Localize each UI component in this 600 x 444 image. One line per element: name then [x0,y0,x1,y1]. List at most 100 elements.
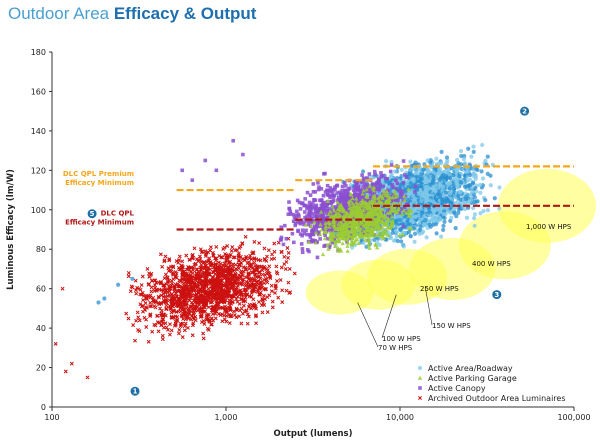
archived-point [150,329,155,334]
roadway-point [472,223,477,228]
canopy-point [332,193,336,198]
archived-point [177,278,182,283]
archived-point [169,264,174,269]
canopy-point [370,182,375,186]
archived-point [240,241,245,246]
archived-point [198,292,203,297]
canopy-point [353,185,357,189]
archived-point [186,265,191,269]
canopy-point [308,193,313,197]
roadway-point [488,183,493,188]
archived-point [169,315,174,320]
roadway-point [463,161,468,166]
archived-point [164,282,169,287]
canopy-point [287,206,291,211]
archived-point [147,271,152,276]
archived-point [269,257,274,261]
roadway-point [481,208,486,214]
canopy-point [413,190,417,194]
archived-point [239,292,243,296]
canopy-point [292,240,296,245]
archived-point [236,259,241,263]
canopy-point [300,247,305,251]
roadway-point [441,223,446,229]
archived-point [260,268,265,273]
roadway-point [394,218,399,223]
archived-point [250,282,255,287]
roadway-point [437,192,442,197]
archived-point [238,263,242,268]
roadway-point [472,195,477,200]
archived-point [141,298,146,303]
archived-point [155,314,160,319]
canopy-point [307,211,311,216]
canopy-point [311,182,316,186]
roadway-point [433,189,438,194]
archived-point [223,275,228,279]
archived-point [176,265,181,270]
archived-point [258,281,263,286]
archived-point [228,314,233,319]
roadway-point [478,190,483,195]
archived-point [283,267,288,271]
archived-point [280,300,285,305]
archived-point [201,331,206,336]
archived-point [221,283,226,288]
archived-point [258,292,263,297]
outlier-point [130,276,135,281]
archived-point [238,308,242,313]
archived-point [124,311,129,316]
archived-point [177,328,182,332]
canopy-point [310,201,315,206]
archived-point [144,293,149,298]
archived-point [219,255,224,260]
roadway-point [467,172,473,178]
archived-point [265,310,270,315]
archived-point [176,309,181,314]
roadway-point [471,174,477,179]
roadway-point [439,149,444,154]
roadway-point [399,239,404,244]
archived-point [227,260,232,265]
canopy-point [321,193,326,198]
archived-point [227,305,232,310]
canopy-point [300,233,304,238]
archived-point [248,253,253,258]
roadway-point [454,157,460,163]
archived-point [218,278,223,283]
canopy-point [322,207,326,212]
archived-point [174,259,179,264]
canopy-point [331,198,336,203]
canopy-point [327,193,332,198]
archived-point [181,273,185,278]
roadway-point [457,174,462,179]
roadway-point [412,239,417,244]
archived-point [176,284,181,289]
archived-point [265,280,270,285]
archived-point [193,295,198,300]
canopy-point [283,223,287,228]
archived-point [134,291,139,296]
canopy-point [299,242,304,246]
archived-point [250,250,255,255]
canopy-point [367,172,372,176]
archived-point [211,318,216,323]
archived-point [228,299,233,304]
archived-point [210,275,215,279]
archived-point [234,280,239,285]
archived-point [203,298,208,303]
canopy-point [300,228,305,233]
archived-point [157,320,162,325]
archived-point [168,322,172,327]
roadway-point [412,231,418,236]
canopy-point [305,248,310,252]
archived-point [239,297,243,302]
canopy-point [344,184,348,188]
roadway-point [451,183,456,188]
outlier-point [214,168,219,173]
archived-point [169,328,174,333]
archived-point [257,241,262,246]
y-tick-label: 60 [36,285,46,294]
archived-point [199,313,204,318]
roadway-point [425,225,430,231]
